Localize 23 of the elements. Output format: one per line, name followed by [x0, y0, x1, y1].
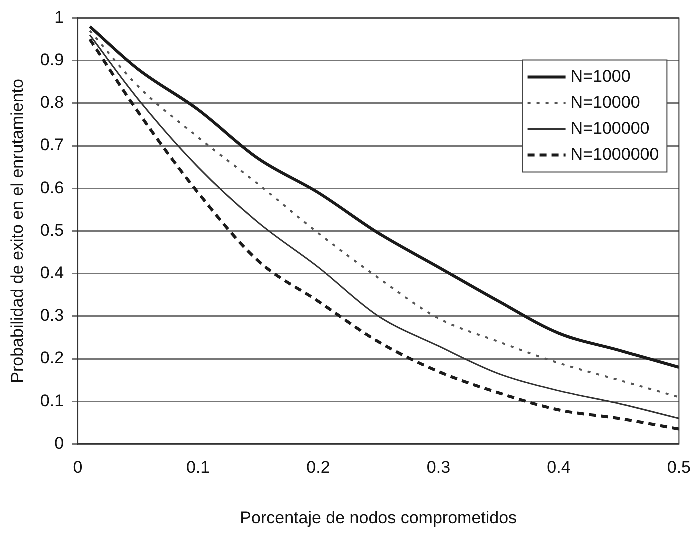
x-tick-label: 0.2 [306, 458, 330, 478]
x-tick-label: 0 [73, 458, 83, 478]
y-tick-label: 0.8 [40, 93, 64, 112]
y-tick-label: 0 [54, 434, 64, 453]
legend-label: N=10000 [570, 92, 640, 112]
y-tick-label: 0.1 [40, 391, 64, 410]
y-tick-label: 0.2 [40, 348, 64, 368]
y-tick-label: 0.5 [40, 220, 64, 240]
x-tick-label: 0.4 [547, 458, 571, 478]
x-tick-label: 0.5 [667, 458, 692, 478]
y-axis-title: Probabilidad de exito en el enrutamiento [8, 79, 27, 384]
x-axis-title: Porcentaje de nodos comprometidos [240, 508, 518, 528]
x-tick-label: 0.3 [426, 458, 451, 478]
y-tick-label: 0.4 [40, 263, 64, 282]
legend-label: N=1000000 [570, 144, 660, 164]
y-tick-label: 1 [54, 8, 64, 27]
y-tick-label: 0.7 [40, 136, 64, 155]
legend-label: N=1000 [570, 66, 631, 86]
y-tick-label: 0.6 [40, 178, 64, 198]
y-tick-label: 0.9 [40, 50, 64, 70]
y-tick-label: 0.3 [40, 306, 64, 326]
legend-label: N=100000 [570, 118, 650, 138]
x-tick-label: 0.1 [186, 458, 210, 478]
